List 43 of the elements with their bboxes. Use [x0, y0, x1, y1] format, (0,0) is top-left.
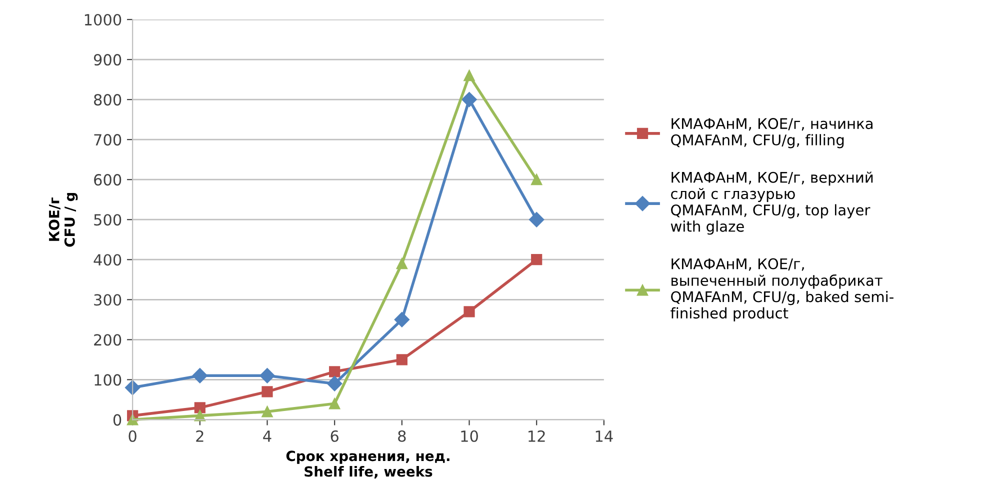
x-tick-label: 8 [398, 430, 406, 442]
x-tick-label: 10 [461, 430, 478, 442]
point [262, 406, 273, 418]
legend-label: КМАФАнМ, КОЕ/г, начинка QMAFAnM, CFU/g, filling [671, 118, 872, 148]
point [194, 402, 206, 414]
x-tick-label: 0 [128, 430, 136, 442]
legend-label: КМАФАнМ, КОЕ/г, выпеченный полуфабрикат QMAFAnM, CFU/g, baked semi- finished product [670, 258, 894, 322]
point [396, 258, 408, 270]
point [529, 212, 544, 228]
y-tick-label: 1000 [84, 14, 122, 26]
point [329, 366, 340, 378]
point [394, 312, 410, 328]
point [125, 380, 140, 396]
y-tick-label: 600 [94, 174, 122, 186]
y-axis-title: КОЕ/г CFU / g [48, 192, 78, 247]
y-tick-label: 500 [94, 214, 122, 226]
point [464, 306, 475, 318]
point [127, 414, 138, 426]
point [262, 386, 273, 398]
y-tick-label: 0 [113, 414, 122, 426]
x-tick-label: 14 [596, 430, 613, 442]
x-tick-label: 4 [263, 430, 272, 442]
y-tick-label: 100 [94, 374, 122, 386]
point [464, 70, 475, 82]
point [531, 254, 542, 266]
point [396, 354, 408, 366]
point [462, 92, 477, 108]
x-tick-label: 12 [528, 430, 545, 442]
x-axis-title: Срок хранения, нед. Shelf life, weeks [286, 450, 450, 479]
y-tick-label: 400 [94, 254, 122, 266]
y-tick-label: 300 [94, 294, 122, 306]
y-tick-label: 200 [94, 334, 122, 346]
x-tick-label: 6 [330, 430, 338, 442]
point [260, 368, 275, 384]
legend-label: КМАФАнМ, КОЕ/г, верхний слой с глазурью QMAFAnM, CFU/g, top layer with glaze [670, 172, 873, 235]
point [531, 174, 542, 186]
x-tick-label: 2 [196, 430, 204, 442]
y-tick-label: 800 [94, 94, 122, 106]
point [327, 376, 342, 392]
point [192, 368, 208, 384]
y-tick-label: 700 [94, 134, 122, 146]
point [329, 398, 340, 410]
y-tick-label: 900 [94, 54, 122, 66]
